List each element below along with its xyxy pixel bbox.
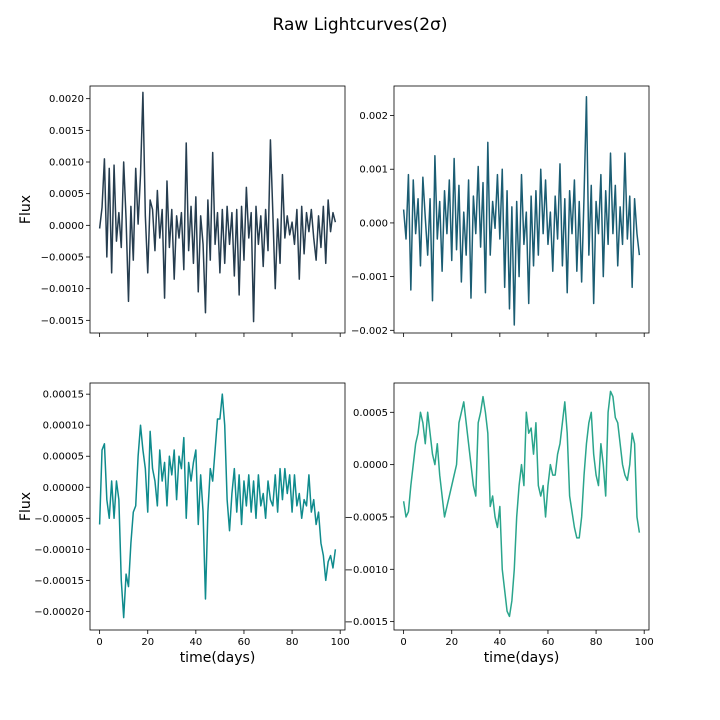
x-tick-label: 100 (331, 637, 350, 648)
y-tick-label: 0.0020 (49, 94, 84, 105)
y-tick-label: −0.0010 (41, 284, 84, 295)
y-tick-label: 0.0005 (353, 408, 388, 419)
y-tick-label: 0.00000 (43, 483, 84, 494)
x-axis-label: time(days) (484, 650, 560, 666)
y-tick-label: 0.002 (359, 111, 388, 122)
y-tick-label: −0.001 (351, 272, 388, 283)
y-tick-label: 0.00005 (43, 452, 84, 463)
x-tick-label: 40 (493, 637, 506, 648)
y-tick-label: 0.00010 (43, 421, 84, 432)
y-tick-label: 0.0000 (49, 221, 84, 232)
x-tick-label: 60 (542, 637, 555, 648)
axes-frame (393, 382, 650, 631)
y-tick-label: −0.0015 (41, 316, 84, 327)
y-axis-label: Flux (18, 195, 34, 224)
series-line (402, 390, 641, 618)
x-tick-label: 0 (96, 637, 102, 648)
figure-title: Raw Lightcurves(2σ) (273, 15, 448, 35)
y-tick-label: −0.00010 (34, 545, 84, 556)
subplot-bottom-left: −0.00020 −0.00015 −0.00010 −0.00005 0.00000 0… (18, 382, 350, 666)
x-tick-label: 20 (445, 637, 458, 648)
y-tick-label: 0.001 (359, 165, 388, 176)
subplot-top-left: −0.0015 −0.0010 −0.0005 0.0000 0.0005 0.0010 0… (18, 85, 346, 337)
y-tick-label: −0.00005 (34, 514, 84, 525)
y-tick-label: 0.0015 (49, 126, 84, 137)
subplot-bottom-right: −0.0015 −0.0010 −0.0005 0.0000 0.0005 0 20 40 60… (345, 382, 654, 666)
y-tick-label: −0.002 (351, 326, 388, 337)
x-tick-label: 40 (189, 637, 202, 648)
axes-frame (89, 85, 346, 334)
x-tick-label: 100 (635, 637, 654, 648)
x-tick-label: 80 (286, 637, 299, 648)
y-tick-label: 0.0005 (49, 189, 84, 200)
series-line (402, 95, 641, 326)
x-tick-label: 0 (400, 637, 406, 648)
y-tick-label: 0.000 (359, 218, 388, 229)
y-tick-label: −0.00020 (34, 607, 84, 618)
subplot-top-right: −0.002 −0.001 0.000 0.001 0.002 (351, 85, 650, 337)
y-tick-label: −0.0010 (345, 565, 388, 576)
axes-frame (89, 382, 346, 631)
series-line (98, 91, 337, 323)
x-tick-label: 60 (238, 637, 251, 648)
y-tick-label: −0.0005 (41, 253, 84, 264)
y-tick-label: 0.0000 (353, 460, 388, 471)
y-axis-label: Flux (18, 492, 34, 521)
x-axis-label: time(days) (180, 650, 256, 666)
y-tick-label: −0.0005 (345, 512, 388, 523)
axes-frame (393, 85, 650, 334)
x-tick-label: 20 (141, 637, 154, 648)
x-tick-label: 80 (590, 637, 603, 648)
y-tick-label: 0.0010 (49, 158, 84, 169)
y-tick-label: 0.00015 (43, 390, 84, 401)
y-tick-label: −0.00015 (34, 576, 84, 587)
series-line (98, 393, 337, 619)
y-tick-label: −0.0015 (345, 617, 388, 628)
